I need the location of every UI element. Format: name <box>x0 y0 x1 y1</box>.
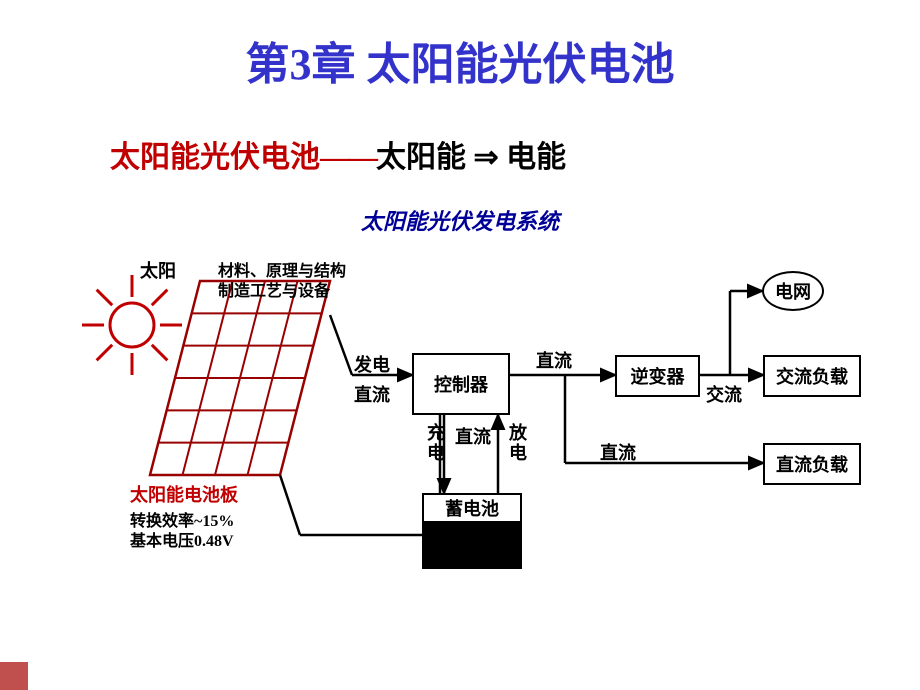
arrow-icon: ⇒ <box>474 141 499 174</box>
subtitle-t1: 太阳能光伏电池 <box>110 141 320 174</box>
panel-label: 太阳能电池板 <box>130 481 238 507</box>
generate-label: 发电 <box>354 351 390 377</box>
efficiency-line2: 基本电压0.48V <box>130 527 234 551</box>
dc-label-1: 直流 <box>354 381 390 407</box>
subtitle-t2: 太阳能 <box>376 141 466 174</box>
dc-label-2: 直流 <box>536 347 572 373</box>
dc-label-4: 直流 <box>600 439 636 465</box>
subtitle-dash: —— <box>320 141 376 174</box>
dc-label-3: 直流 <box>455 423 491 449</box>
subtitle-t3: 电能 <box>506 141 566 174</box>
dc-load-box: 直流负载 <box>763 443 861 485</box>
corner-decoration <box>0 662 28 690</box>
system-title: 太阳能光伏发电系统 <box>0 176 920 236</box>
ac-load-box: 交流负载 <box>763 355 861 397</box>
title-text: 第3章 太阳能光伏电池 <box>246 40 675 89</box>
charge-label: 充电 <box>422 423 448 463</box>
battery-label-box: 蓄电池 <box>422 493 522 523</box>
discharge-label: 放电 <box>504 423 530 463</box>
page-title: 第3章 太阳能光伏电池 <box>0 0 920 92</box>
controller-box: 控制器 <box>412 353 510 415</box>
diagram: 太阳 材料、原理与结构 制造工艺与设备 发电 直流 直流 交流 直流 直流 充电… <box>0 255 920 615</box>
battery-body-box <box>422 523 522 569</box>
ac-label: 交流 <box>706 381 742 407</box>
grid-box: 电网 <box>762 271 824 311</box>
materials-line2: 制造工艺与设备 <box>218 277 330 301</box>
inverter-box: 逆变器 <box>615 355 700 397</box>
system-title-text: 太阳能光伏发电系统 <box>361 209 559 234</box>
subtitle: 太阳能光伏电池——太阳能 ⇒ 电能 <box>0 92 920 176</box>
sun-label: 太阳 <box>140 257 176 283</box>
